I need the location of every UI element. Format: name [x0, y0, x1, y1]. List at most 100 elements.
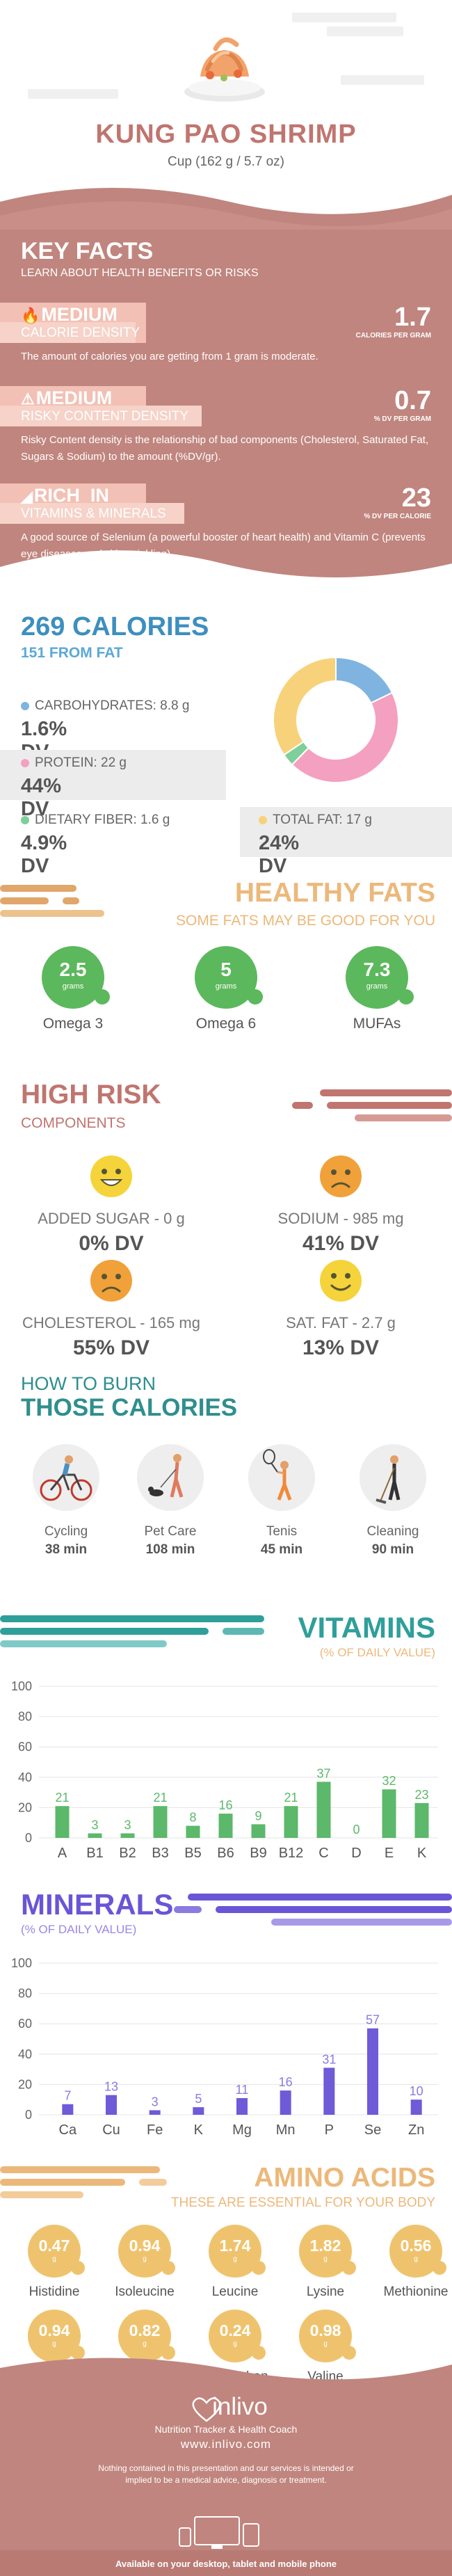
- serving-size: Cup (162 g / 5.7 oz): [168, 154, 284, 169]
- bar-B9: [251, 1824, 266, 1838]
- calories-title: 269 CALORIES: [21, 612, 209, 641]
- risk-dv: 41% DV: [302, 1232, 380, 1255]
- x-tick-label: Mg: [232, 2122, 252, 2138]
- risk-sodium: SODIUM - 985 mg 41% DV: [236, 1155, 445, 1256]
- bar-B3: [153, 1806, 168, 1838]
- x-tick-label: E: [385, 1846, 394, 1861]
- x-tick-label: P: [325, 2122, 334, 2138]
- activity-minutes: 45 min: [260, 1542, 303, 1557]
- amino-circle-phenylalanine: 0.94 g: [28, 2310, 85, 2362]
- fact-level: 🔥MEDIUM: [21, 304, 118, 325]
- y-tick-label: 40: [18, 2047, 32, 2061]
- bar-value-label: 13: [104, 2080, 118, 2094]
- risk-sat-fat: SAT. FAT - 2.7 g 13% DV: [236, 1259, 445, 1360]
- macronutrient-donut-chart: [273, 656, 399, 783]
- donut-slice-total-fat: [273, 656, 337, 756]
- bar-Fe: [149, 2110, 161, 2115]
- bar-Cu: [106, 2095, 117, 2115]
- nutrient-bg: [240, 807, 452, 857]
- minerals-bar-chart: 0 20 40 60 80 100 7 Ca 13 Cu 3 Fe 5 K 11 Mg 16 Mn 31 P 57 Se 1…: [11, 1956, 438, 2138]
- bar-value-label: 0: [353, 1823, 360, 1837]
- bar-B5: [186, 1825, 200, 1838]
- amino-circle-lysine: 1.82 g: [299, 2225, 356, 2278]
- cycling-icon: [33, 1444, 99, 1511]
- nutrient-label: PROTEIN: 22 g: [35, 755, 127, 770]
- bar-Zn: [410, 2099, 422, 2115]
- amino-circle-histidine: 0.47 g: [28, 2225, 85, 2278]
- bar-value-label: 10: [410, 2084, 423, 2098]
- x-tick-label: D: [351, 1846, 361, 1861]
- fact-value: 1.7: [394, 303, 431, 332]
- nutrient-bg: [0, 750, 226, 800]
- page-title: KUNG PAO SHRIMP: [95, 120, 357, 149]
- fact-level: ⚠MEDIUM: [21, 387, 113, 408]
- risk-label: SAT. FAT - 2.7 g: [286, 1314, 396, 1331]
- fact-value: 0.7: [394, 386, 431, 415]
- amino-label: Isoleucine: [115, 2285, 175, 2299]
- omega6-label: Omega 6: [195, 1016, 257, 1032]
- minerals-subtitle: (% OF DAILY VALUE): [21, 1923, 137, 1936]
- bar-A: [55, 1806, 70, 1838]
- bar-value-label: 5: [195, 2092, 202, 2106]
- amino-label: Leucine: [211, 2285, 259, 2299]
- bubble: [398, 989, 414, 1005]
- nutrient-bg: [0, 693, 209, 743]
- deco-cloud: [28, 89, 118, 99]
- bar-Ca: [62, 2104, 74, 2115]
- bar-value-label: 21: [284, 1791, 298, 1805]
- omega3-circle: 2.5 grams: [42, 946, 110, 1009]
- risk-dv: 55% DV: [72, 1336, 150, 1359]
- bar-Mg: [236, 2098, 248, 2115]
- x-tick-label: Se: [364, 2122, 381, 2138]
- activity-name: Tenis: [266, 1524, 298, 1539]
- amino-acids-subtitle: THESE ARE ESSENTIAL FOR YOUR BODY: [170, 2195, 435, 2210]
- x-tick-label: B2: [119, 1846, 136, 1861]
- risk-dv: 13% DV: [302, 1336, 380, 1359]
- y-tick-label: 40: [18, 1770, 32, 1784]
- vitamins-subtitle: (% OF DAILY VALUE): [319, 1646, 435, 1659]
- amino-circle-isoleucine: 0.94 g: [118, 2225, 175, 2278]
- bar-value-label: 21: [55, 1791, 69, 1805]
- fact-level: ◢RICH IN: [21, 485, 109, 506]
- bar-value-label: 31: [322, 2052, 336, 2066]
- activity-tennis: Tenis 45 min: [236, 1444, 327, 1558]
- shrimp-dish-illustration: [184, 37, 265, 102]
- x-tick-label: K: [417, 1846, 427, 1861]
- y-tick-label: 100: [11, 1679, 32, 1693]
- x-tick-label: Ca: [59, 2122, 77, 2138]
- key-facts-section: KEY FACTS LEARN ABOUT HEALTH BENEFITS OR…: [0, 174, 452, 584]
- y-tick-label: 80: [18, 1987, 32, 2001]
- risk-label: SODIUM - 985 mg: [277, 1210, 404, 1227]
- legend-dot: [21, 758, 29, 767]
- fact-tag-sub: [0, 322, 136, 343]
- brand-url[interactable]: www.inlivo.com: [180, 2438, 272, 2451]
- high-risk-subtitle: COMPONENTS: [21, 1115, 126, 1131]
- fact-description: A good source of Selenium (a powerful bo…: [21, 531, 426, 560]
- y-tick-label: 20: [18, 2077, 32, 2091]
- fact-description: The amount of calories you are getting f…: [21, 351, 318, 362]
- risk-cholesterol: CHOLESTEROL - 165 mg 55% DV: [7, 1259, 216, 1360]
- minerals-title: MINERALS: [21, 1888, 174, 1921]
- vitamins-bar-chart: 0 20 40 60 80 100 21 A 3 B1 3 B2 21 B3 8 B5 16 B6 9 B9 21 B12…: [11, 1679, 438, 1861]
- risk-deco-stripes: [292, 1089, 452, 1121]
- activity-cycling: Cycling 38 min: [21, 1444, 111, 1558]
- mufas-circle: 7.3 grams: [346, 946, 414, 1009]
- cleaning-icon: [360, 1444, 426, 1511]
- fact-unit: % DV PER CALORIE: [364, 513, 431, 520]
- legend-dot: [259, 815, 267, 824]
- tennis-icon: [248, 1444, 315, 1511]
- high-risk-title: HIGH RISK: [21, 1080, 161, 1110]
- bar-value-label: 16: [279, 2075, 293, 2089]
- bar-value-label: 7: [64, 2089, 71, 2103]
- bar-Mn: [280, 2090, 291, 2115]
- x-tick-label: B9: [250, 1846, 266, 1861]
- bar-B6: [218, 1814, 233, 1838]
- omega3-label: Omega 3: [42, 1016, 104, 1032]
- devices-icon: [179, 2516, 259, 2549]
- nutrient-label: CARBOHYDRATES: 8.8 g: [35, 698, 190, 713]
- amino-circle-methionine: 0.56 g: [389, 2225, 446, 2278]
- key-facts-background: [0, 188, 452, 577]
- deco-cloud: [341, 75, 424, 85]
- y-tick-label: 60: [18, 1740, 32, 1754]
- fact-value: 23: [401, 483, 431, 513]
